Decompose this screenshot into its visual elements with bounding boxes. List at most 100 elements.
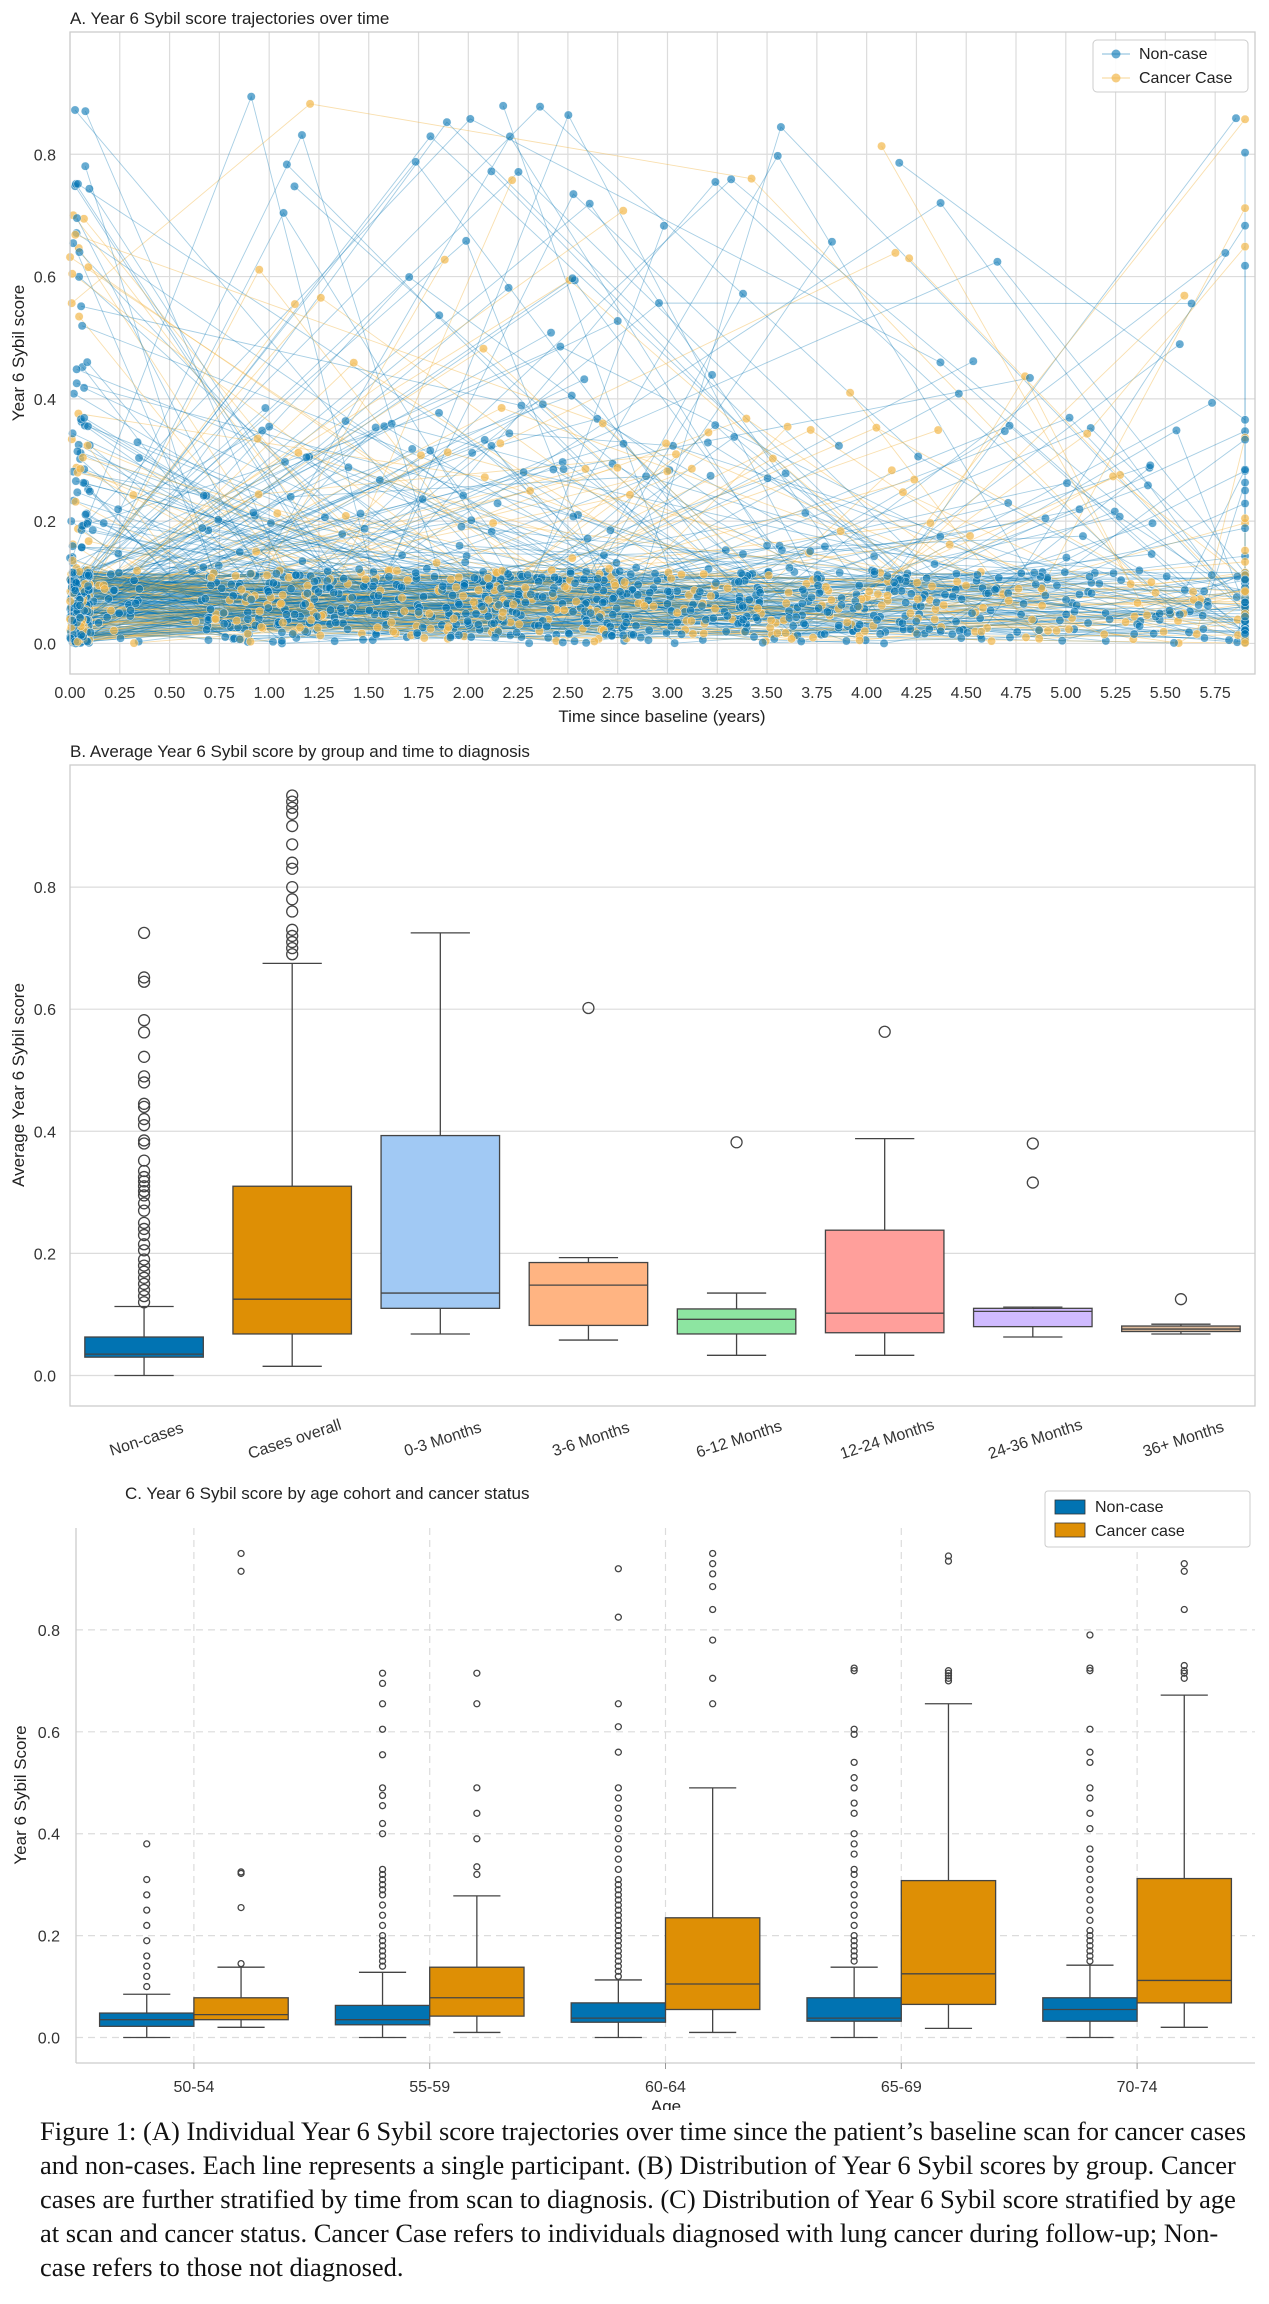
panel-b-non-cases-outlier <box>137 1154 151 1167</box>
trajectory-point <box>763 473 773 483</box>
trajectory-point <box>933 425 943 435</box>
trajectory-point <box>246 637 255 647</box>
trajectory-point <box>66 516 76 526</box>
trajectory-line <box>90 546 826 634</box>
trajectory-point <box>279 208 288 218</box>
trajectory-point <box>610 581 620 591</box>
panel-b-non-cases-outlier <box>137 1238 151 1251</box>
panel-c-cancer-case-65-69-box <box>900 1879 997 2006</box>
panel-c-non-case-70-74-outlier <box>1086 1725 1094 1733</box>
trajectory-point <box>425 446 435 455</box>
trajectory-point <box>426 131 435 141</box>
panel-c-non-case-70-74-outlier <box>1086 1952 1094 1960</box>
panel-c-non-case-60-64-outlier <box>614 1911 622 1919</box>
trajectory-point <box>388 627 398 636</box>
trajectory-line <box>87 445 981 620</box>
trajectory-point <box>523 570 533 580</box>
trajectory-point <box>326 605 335 615</box>
trajectory-point <box>672 608 682 618</box>
panel-c-y-tick-label: 0.8 <box>38 1623 60 1640</box>
trajectory-point <box>83 441 92 450</box>
panel-c-non-case-60-64-outlier <box>614 1613 622 1621</box>
trajectory-point <box>404 272 414 282</box>
trajectory-point <box>1175 339 1185 349</box>
panel-c-cancer-case-70-74-outlier <box>1180 1661 1188 1670</box>
panel-b-cases-overall-outlier <box>286 929 299 943</box>
trajectory-point <box>891 248 900 258</box>
panel-a-x-tick-label: 3.00 <box>652 685 683 702</box>
panel-c-non-case-60-64-outlier <box>614 1906 622 1914</box>
trajectory-point <box>347 593 357 602</box>
panel-b-title: B. Average Year 6 Sybil score by group a… <box>70 742 530 761</box>
trajectory-line <box>71 279 1246 606</box>
panel-c-cancer-case-65-69-outlier <box>944 1674 953 1682</box>
panel-c-non-case-60-64-outlier <box>614 1748 622 1756</box>
trajectory-line <box>113 432 1191 612</box>
trajectory-line <box>84 490 531 596</box>
trajectory-point <box>1031 580 1041 589</box>
panel-c-non-case-60-64-outlier <box>614 1700 622 1708</box>
trajectory-point <box>278 590 288 600</box>
panel-c-cancer-case-55-59-outlier <box>473 1669 481 1677</box>
panel-c-non-case-65-69-outlier <box>850 1921 858 1930</box>
panel-a-x-tick-label: 3.25 <box>702 685 733 702</box>
trajectory-line <box>74 484 1149 638</box>
panel-b-non-cases-outlier <box>137 1070 151 1083</box>
trajectory-point <box>1014 584 1023 594</box>
trajectory-point <box>200 594 210 604</box>
panel-c-non-case-55-59-outlier <box>378 1700 387 1708</box>
trajectory-point <box>81 510 90 520</box>
trajectory-line <box>87 425 490 587</box>
panel-c-non-case-60-64-outlier <box>614 1947 622 1955</box>
panel-c-non-case-65-69-outlier <box>850 1957 858 1965</box>
trajectory-point <box>1240 478 1250 487</box>
trajectory-point <box>579 574 589 584</box>
panel-c-cancer-case-65-69-outlier <box>944 1677 953 1685</box>
panel-c-non-case-60-64-outlier <box>614 1565 622 1573</box>
trajectory-line <box>78 461 736 600</box>
trajectory-point <box>1142 610 1152 620</box>
panel-c-non-case-50-54-outlier <box>143 1962 151 1970</box>
trajectory-point <box>418 623 428 632</box>
trajectory-point <box>504 283 513 293</box>
panel-b-12-24-months-box <box>824 1229 945 1334</box>
trajectory-line <box>79 458 260 619</box>
trajectory-point <box>79 383 89 393</box>
trajectory-point <box>672 617 682 627</box>
panel-c-non-case-70-74-outlier <box>1086 1855 1094 1863</box>
panel-c-non-case-65-69-outlier <box>850 1937 858 1945</box>
trajectory-point <box>374 591 383 600</box>
trajectory-point <box>1061 610 1071 619</box>
trajectory-line <box>345 420 682 635</box>
trajectory-line <box>71 535 971 638</box>
trajectory-point <box>872 615 882 625</box>
trajectory-point <box>773 151 783 161</box>
figure: A. Year 6 Sybil score trajectories over … <box>9 9 1256 2110</box>
trajectory-point <box>419 633 429 643</box>
trajectory-line <box>85 407 266 571</box>
trajectory-point <box>598 419 608 428</box>
trajectory-point <box>263 587 273 597</box>
panel-b-cases-overall-outlier <box>286 923 299 936</box>
trajectory-point <box>68 238 78 248</box>
trajectory-point <box>441 603 451 613</box>
trajectory-point <box>606 525 615 535</box>
trajectory-point <box>232 616 242 626</box>
trajectory-point <box>488 518 498 528</box>
trajectory-point <box>1101 608 1111 618</box>
panel-c-non-case-65-69-outlier <box>850 1774 858 1782</box>
trajectory-point <box>975 613 985 623</box>
trajectory-point <box>864 587 874 596</box>
trajectory-line <box>70 612 517 638</box>
trajectory-point <box>836 526 846 536</box>
panel-c-non-case-65-69-outlier <box>850 1784 858 1792</box>
panel-a-x-tick-label: 5.75 <box>1200 685 1231 702</box>
trajectory-point <box>560 582 570 592</box>
trajectory-point <box>875 629 885 639</box>
trajectory-point <box>924 624 934 634</box>
trajectory-point <box>497 403 506 413</box>
panel-c-xlabel: Age <box>651 2097 681 2110</box>
panel-a-x-tick-label: 5.25 <box>1100 685 1131 702</box>
trajectory-point <box>72 213 82 223</box>
trajectory-point <box>1232 592 1242 602</box>
